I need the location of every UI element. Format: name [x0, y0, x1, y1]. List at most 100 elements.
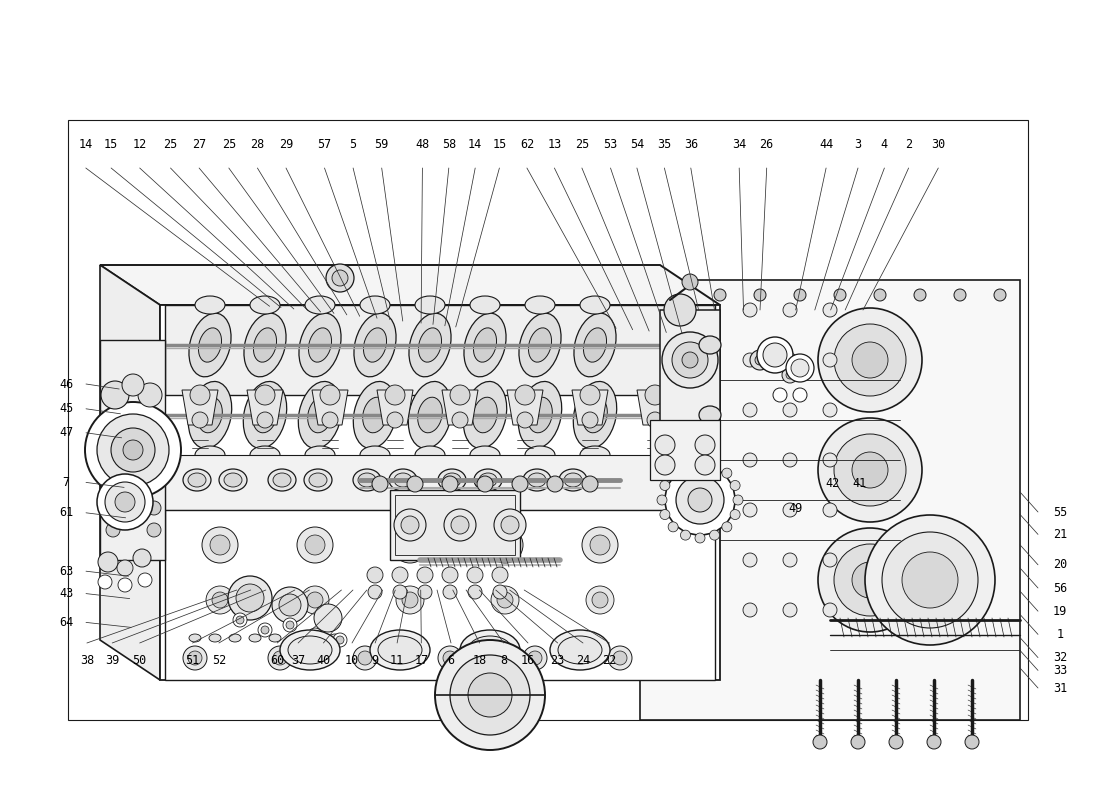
- Text: eurospares: eurospares: [497, 511, 742, 549]
- Text: 3: 3: [855, 138, 861, 151]
- Circle shape: [438, 646, 462, 670]
- Text: 40: 40: [317, 654, 330, 666]
- Circle shape: [580, 385, 600, 405]
- Circle shape: [236, 584, 264, 612]
- Circle shape: [492, 567, 508, 583]
- Text: 34: 34: [733, 138, 746, 151]
- Circle shape: [253, 488, 277, 512]
- Circle shape: [98, 575, 112, 589]
- Text: 64: 64: [59, 616, 73, 629]
- Text: 48: 48: [416, 138, 429, 151]
- Circle shape: [286, 621, 294, 629]
- Circle shape: [660, 510, 670, 519]
- Text: 9: 9: [372, 654, 378, 666]
- Circle shape: [402, 592, 418, 608]
- Circle shape: [305, 535, 324, 555]
- Ellipse shape: [268, 469, 296, 491]
- Circle shape: [592, 592, 608, 608]
- Circle shape: [660, 481, 670, 490]
- Circle shape: [332, 270, 348, 286]
- Circle shape: [586, 586, 614, 614]
- Bar: [68, 120, 1028, 720]
- Ellipse shape: [250, 296, 280, 314]
- Circle shape: [104, 482, 145, 522]
- Circle shape: [783, 353, 798, 367]
- Circle shape: [742, 453, 757, 467]
- Circle shape: [106, 523, 120, 537]
- Text: 36: 36: [684, 138, 697, 151]
- Text: 30: 30: [932, 138, 945, 151]
- Ellipse shape: [183, 469, 211, 491]
- Text: 63: 63: [59, 565, 73, 578]
- Ellipse shape: [528, 398, 552, 433]
- Circle shape: [710, 530, 719, 540]
- Ellipse shape: [363, 398, 387, 433]
- Circle shape: [823, 453, 837, 467]
- Ellipse shape: [573, 382, 617, 449]
- Ellipse shape: [389, 469, 417, 491]
- Circle shape: [517, 412, 534, 428]
- Circle shape: [666, 465, 735, 535]
- Circle shape: [682, 352, 698, 368]
- Circle shape: [608, 646, 632, 670]
- Text: 7: 7: [63, 476, 69, 489]
- Circle shape: [97, 474, 153, 530]
- Circle shape: [118, 578, 132, 592]
- Ellipse shape: [358, 473, 376, 487]
- Circle shape: [823, 553, 837, 567]
- Polygon shape: [312, 390, 348, 425]
- Circle shape: [106, 501, 120, 515]
- Circle shape: [336, 636, 344, 644]
- Circle shape: [133, 549, 151, 567]
- Ellipse shape: [378, 636, 422, 664]
- Polygon shape: [640, 280, 1020, 720]
- Ellipse shape: [470, 296, 500, 314]
- Circle shape: [657, 495, 667, 505]
- Text: 32: 32: [1053, 651, 1067, 664]
- Circle shape: [402, 516, 419, 534]
- Circle shape: [773, 388, 786, 402]
- Circle shape: [442, 567, 458, 583]
- Text: 11: 11: [390, 654, 404, 666]
- Text: 29: 29: [279, 138, 293, 151]
- Circle shape: [703, 553, 717, 567]
- Text: 37: 37: [292, 654, 305, 666]
- Polygon shape: [507, 390, 543, 425]
- Polygon shape: [160, 305, 720, 680]
- Ellipse shape: [583, 398, 607, 433]
- Text: 51: 51: [186, 654, 199, 666]
- Ellipse shape: [363, 328, 386, 362]
- Circle shape: [452, 412, 468, 428]
- Circle shape: [742, 303, 757, 317]
- Text: eurospares: eurospares: [97, 271, 343, 309]
- Circle shape: [818, 418, 922, 522]
- Circle shape: [703, 353, 717, 367]
- Circle shape: [257, 412, 273, 428]
- Circle shape: [742, 353, 757, 367]
- Circle shape: [85, 402, 182, 498]
- Ellipse shape: [415, 446, 446, 464]
- Text: 38: 38: [80, 654, 94, 666]
- Circle shape: [512, 476, 528, 492]
- Polygon shape: [165, 510, 715, 680]
- Circle shape: [228, 576, 272, 620]
- Circle shape: [111, 428, 155, 472]
- Polygon shape: [100, 340, 165, 560]
- Ellipse shape: [305, 296, 336, 314]
- Text: 19: 19: [1053, 605, 1067, 618]
- Circle shape: [417, 567, 433, 583]
- Circle shape: [522, 646, 547, 670]
- Ellipse shape: [249, 634, 261, 642]
- Ellipse shape: [219, 469, 248, 491]
- Text: 45: 45: [59, 402, 73, 415]
- Text: 31: 31: [1053, 682, 1067, 694]
- Circle shape: [468, 585, 482, 599]
- Circle shape: [613, 651, 627, 665]
- Circle shape: [367, 567, 383, 583]
- Ellipse shape: [408, 382, 452, 449]
- Circle shape: [668, 522, 678, 532]
- Circle shape: [682, 274, 698, 290]
- Circle shape: [703, 403, 717, 417]
- Circle shape: [202, 527, 238, 563]
- Circle shape: [663, 303, 676, 317]
